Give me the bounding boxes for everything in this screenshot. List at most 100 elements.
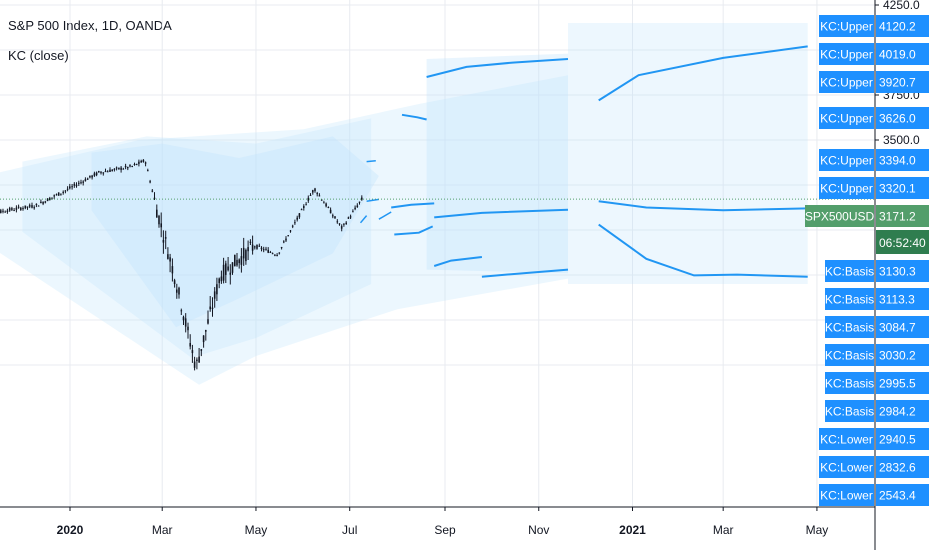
candle-body <box>242 247 245 259</box>
candle-body <box>274 254 276 256</box>
candle-body <box>209 306 211 310</box>
label-name: KC:Lower <box>820 489 873 503</box>
label-name: KC:Basis <box>825 265 874 279</box>
kc-dash <box>359 215 368 224</box>
label-name-bg <box>819 71 874 93</box>
label-value: 2984.2 <box>879 405 916 419</box>
candle-body <box>256 245 258 249</box>
y-tick-label: 3500.0 <box>883 133 920 147</box>
candle-body <box>35 203 38 205</box>
x-axis-bg <box>0 507 875 550</box>
candle-body <box>258 245 261 247</box>
candle-body <box>51 197 53 199</box>
candle-body <box>222 264 225 281</box>
candle-body <box>249 241 252 243</box>
candle-body <box>307 197 310 201</box>
candle-body <box>11 208 13 210</box>
x-tick-label: Mar <box>713 523 734 537</box>
candle-body <box>49 198 51 201</box>
label-name-bg <box>825 316 874 338</box>
kc-line <box>391 202 435 209</box>
x-tick-label: 2020 <box>57 523 84 537</box>
candle-body <box>84 179 87 182</box>
label-name: KC:Basis <box>825 349 874 363</box>
label-value-bg <box>876 372 929 394</box>
label-name-bg <box>819 107 874 129</box>
candle-body <box>144 162 147 164</box>
candle-body <box>82 181 84 183</box>
candle-body <box>340 226 343 229</box>
label-name-bg <box>819 149 874 171</box>
candle-body <box>334 216 336 219</box>
candle-body <box>149 181 151 183</box>
candle-body <box>198 356 200 363</box>
candle-body <box>262 249 265 251</box>
candle-body <box>120 167 122 170</box>
candle-body <box>207 319 209 324</box>
kc-line <box>426 58 569 78</box>
candle-body <box>361 197 363 200</box>
candle-body <box>57 192 60 196</box>
candle-body <box>187 326 189 331</box>
candle-body <box>182 316 185 321</box>
candle-body <box>71 186 73 188</box>
candle-body <box>300 209 303 211</box>
candle-body <box>133 164 136 165</box>
candle-body <box>354 207 356 210</box>
label-value-bg <box>876 205 929 227</box>
candle-body <box>140 160 142 163</box>
candle-body <box>151 190 154 192</box>
candle-body <box>156 209 158 218</box>
candle-body <box>100 172 102 174</box>
candle-body <box>347 217 350 219</box>
kc-band <box>0 75 568 385</box>
label-name-bg <box>825 400 874 422</box>
candle-body <box>227 266 229 271</box>
candle-body <box>213 291 216 299</box>
kc-band <box>426 53 568 274</box>
candle-body <box>269 252 272 253</box>
candle-body <box>303 206 305 208</box>
candle-body <box>191 350 194 354</box>
candle-body <box>234 254 236 267</box>
label-value-bg <box>876 316 929 338</box>
kc-band <box>568 23 808 284</box>
candle-body <box>216 284 218 295</box>
kc-dash <box>366 159 376 163</box>
x-tick-label: Nov <box>528 523 549 537</box>
candle-body <box>338 223 341 225</box>
y-tick-label: 4250.0 <box>883 0 920 12</box>
label-name-bg <box>819 456 874 478</box>
x-tick-label: May <box>806 523 829 537</box>
candle-body <box>127 167 129 169</box>
candle-body <box>329 209 332 214</box>
candle-body <box>218 278 220 284</box>
candle-body <box>55 194 58 196</box>
candle-body <box>196 359 198 361</box>
chart-title: S&P 500 Index, 1D, OANDA <box>8 18 172 33</box>
label-value-bg <box>876 288 929 310</box>
indicator-label[interactable]: KC (close) <box>8 48 69 63</box>
label-value: 3626.0 <box>879 112 916 126</box>
label-name: KC:Upper <box>820 112 873 126</box>
candle-body <box>202 335 205 343</box>
label-value-bg <box>876 43 929 65</box>
candle-body <box>66 188 69 190</box>
label-value-bg <box>876 484 929 506</box>
label-name: KC:Basis <box>825 321 874 335</box>
candle-body <box>318 195 321 197</box>
candle-body <box>167 254 169 259</box>
candle-body <box>180 310 183 312</box>
candle-body <box>173 280 176 284</box>
candle-body <box>205 330 207 332</box>
candle-body <box>309 195 312 196</box>
candle-body <box>118 167 120 170</box>
x-tick-label: Mar <box>152 523 173 537</box>
candle-body <box>44 201 47 203</box>
candle-body <box>95 172 98 176</box>
candle-body <box>220 276 223 282</box>
candle-body <box>42 202 44 204</box>
label-name: KC:Lower <box>820 461 873 475</box>
candle-body <box>20 207 22 210</box>
